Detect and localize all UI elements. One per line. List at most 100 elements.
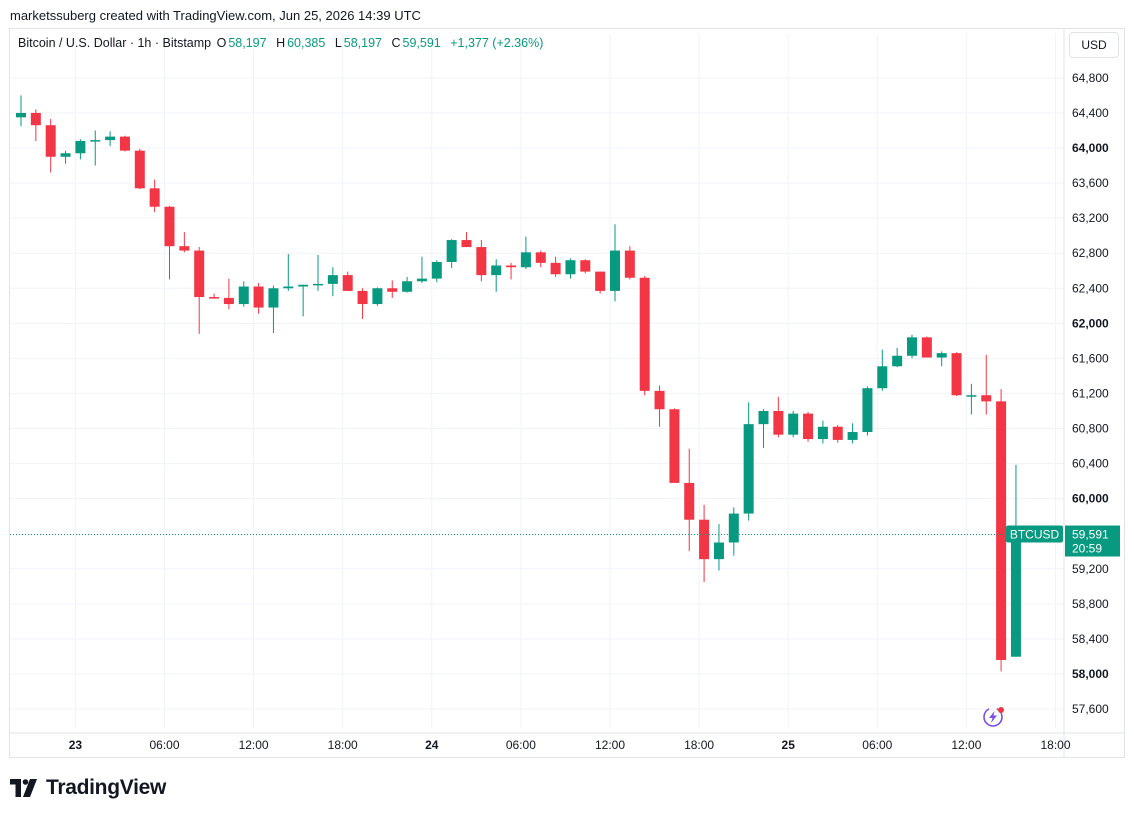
candle[interactable] — [461, 232, 472, 248]
candle[interactable] — [936, 351, 947, 367]
y-tick-label: 60,400 — [1072, 457, 1109, 471]
candle[interactable] — [966, 383, 977, 415]
candle[interactable] — [372, 287, 383, 306]
candle-body — [580, 260, 591, 272]
candle[interactable] — [313, 254, 323, 291]
candle[interactable] — [446, 239, 457, 269]
candle[interactable] — [164, 205, 175, 280]
candle[interactable] — [773, 396, 784, 438]
candle[interactable] — [921, 336, 932, 358]
candle[interactable] — [624, 246, 635, 280]
candle-body — [862, 388, 873, 433]
candle[interactable] — [179, 232, 190, 253]
candle[interactable] — [520, 236, 531, 269]
candle[interactable] — [877, 349, 888, 391]
candle[interactable] — [699, 504, 710, 582]
candle[interactable] — [75, 139, 86, 160]
high-value: 60,385 — [287, 36, 326, 50]
candle[interactable] — [654, 385, 665, 427]
symbol-title[interactable]: Bitcoin / U.S. Dollar · 1h · Bitstamp — [18, 36, 212, 50]
candle[interactable] — [357, 288, 368, 319]
candle[interactable] — [298, 284, 309, 317]
currency-button[interactable]: USD — [1069, 32, 1119, 58]
candle[interactable] — [817, 420, 828, 444]
candle[interactable] — [788, 411, 799, 438]
time-axis: 23 06:00 12:00 18:00 24 06:00 12:00 18:00 25 06:0… — [10, 732, 1124, 752]
candle[interactable] — [327, 267, 338, 297]
candle-body — [90, 140, 101, 142]
candle-body — [535, 252, 546, 263]
candle[interactable] — [743, 402, 754, 521]
candle[interactable] — [119, 135, 130, 152]
candle[interactable] — [149, 179, 160, 212]
candle[interactable] — [194, 247, 205, 334]
candle[interactable] — [30, 109, 41, 141]
candle[interactable] — [209, 293, 220, 299]
candle[interactable] — [580, 259, 591, 274]
candle[interactable] — [387, 280, 398, 298]
candle[interactable] — [491, 259, 502, 292]
x-tick-label: 18:00 — [328, 738, 358, 752]
candle-body — [966, 395, 977, 397]
candle-body — [565, 260, 576, 275]
candle[interactable] — [1010, 464, 1021, 657]
candle[interactable] — [238, 281, 249, 307]
candle-body — [936, 353, 947, 358]
candle[interactable] — [45, 119, 56, 173]
candle[interactable] — [639, 275, 650, 396]
candle[interactable] — [758, 409, 769, 448]
candle-body — [461, 240, 472, 248]
candle[interactable] — [907, 334, 917, 359]
candle[interactable] — [565, 258, 576, 279]
candle[interactable] — [713, 524, 724, 571]
candle-body — [550, 262, 561, 275]
candle[interactable] — [535, 250, 546, 268]
candle[interactable] — [550, 256, 561, 277]
candle[interactable] — [847, 423, 858, 444]
candle-body — [134, 150, 145, 189]
low-value: 58,197 — [343, 36, 382, 50]
candle[interactable] — [283, 254, 294, 291]
candle[interactable] — [996, 389, 1007, 672]
candle[interactable] — [134, 148, 145, 190]
candle[interactable] — [16, 95, 26, 127]
candle[interactable] — [832, 425, 843, 443]
y-tick-label: 58,400 — [1072, 632, 1109, 646]
candle[interactable] — [90, 130, 101, 166]
candle[interactable] — [223, 278, 234, 310]
candle[interactable] — [684, 448, 695, 552]
x-tick-label: 06:00 — [862, 738, 892, 752]
lightning-alert-icon[interactable] — [983, 707, 1004, 727]
candle[interactable] — [268, 285, 279, 333]
ticker-label: BTCUSD — [1010, 528, 1060, 542]
candle[interactable] — [981, 354, 992, 415]
candle[interactable] — [342, 271, 353, 291]
candle[interactable] — [892, 347, 903, 368]
candle[interactable] — [951, 352, 962, 397]
candle[interactable] — [728, 507, 739, 556]
candle[interactable] — [476, 240, 487, 282]
candle[interactable] — [402, 276, 413, 293]
candle[interactable] — [803, 411, 814, 442]
candle-body — [342, 275, 353, 291]
y-tick-label: 64,400 — [1072, 106, 1109, 120]
candle[interactable] — [862, 386, 873, 436]
candle[interactable] — [105, 131, 116, 147]
candle[interactable] — [253, 283, 264, 314]
candle[interactable] — [431, 260, 442, 283]
x-tick-label: 23 — [69, 738, 83, 752]
x-tick-label: 12:00 — [595, 738, 625, 752]
candle-body — [654, 390, 665, 410]
candle[interactable] — [669, 408, 680, 483]
candle[interactable] — [416, 256, 427, 284]
candle-body — [743, 424, 754, 514]
candle[interactable] — [610, 224, 620, 302]
candle-body — [610, 250, 620, 291]
candle[interactable] — [595, 271, 606, 294]
candle-body — [223, 297, 234, 305]
candle[interactable] — [60, 150, 71, 164]
candles-layer — [16, 95, 1021, 672]
candle[interactable] — [506, 262, 517, 280]
